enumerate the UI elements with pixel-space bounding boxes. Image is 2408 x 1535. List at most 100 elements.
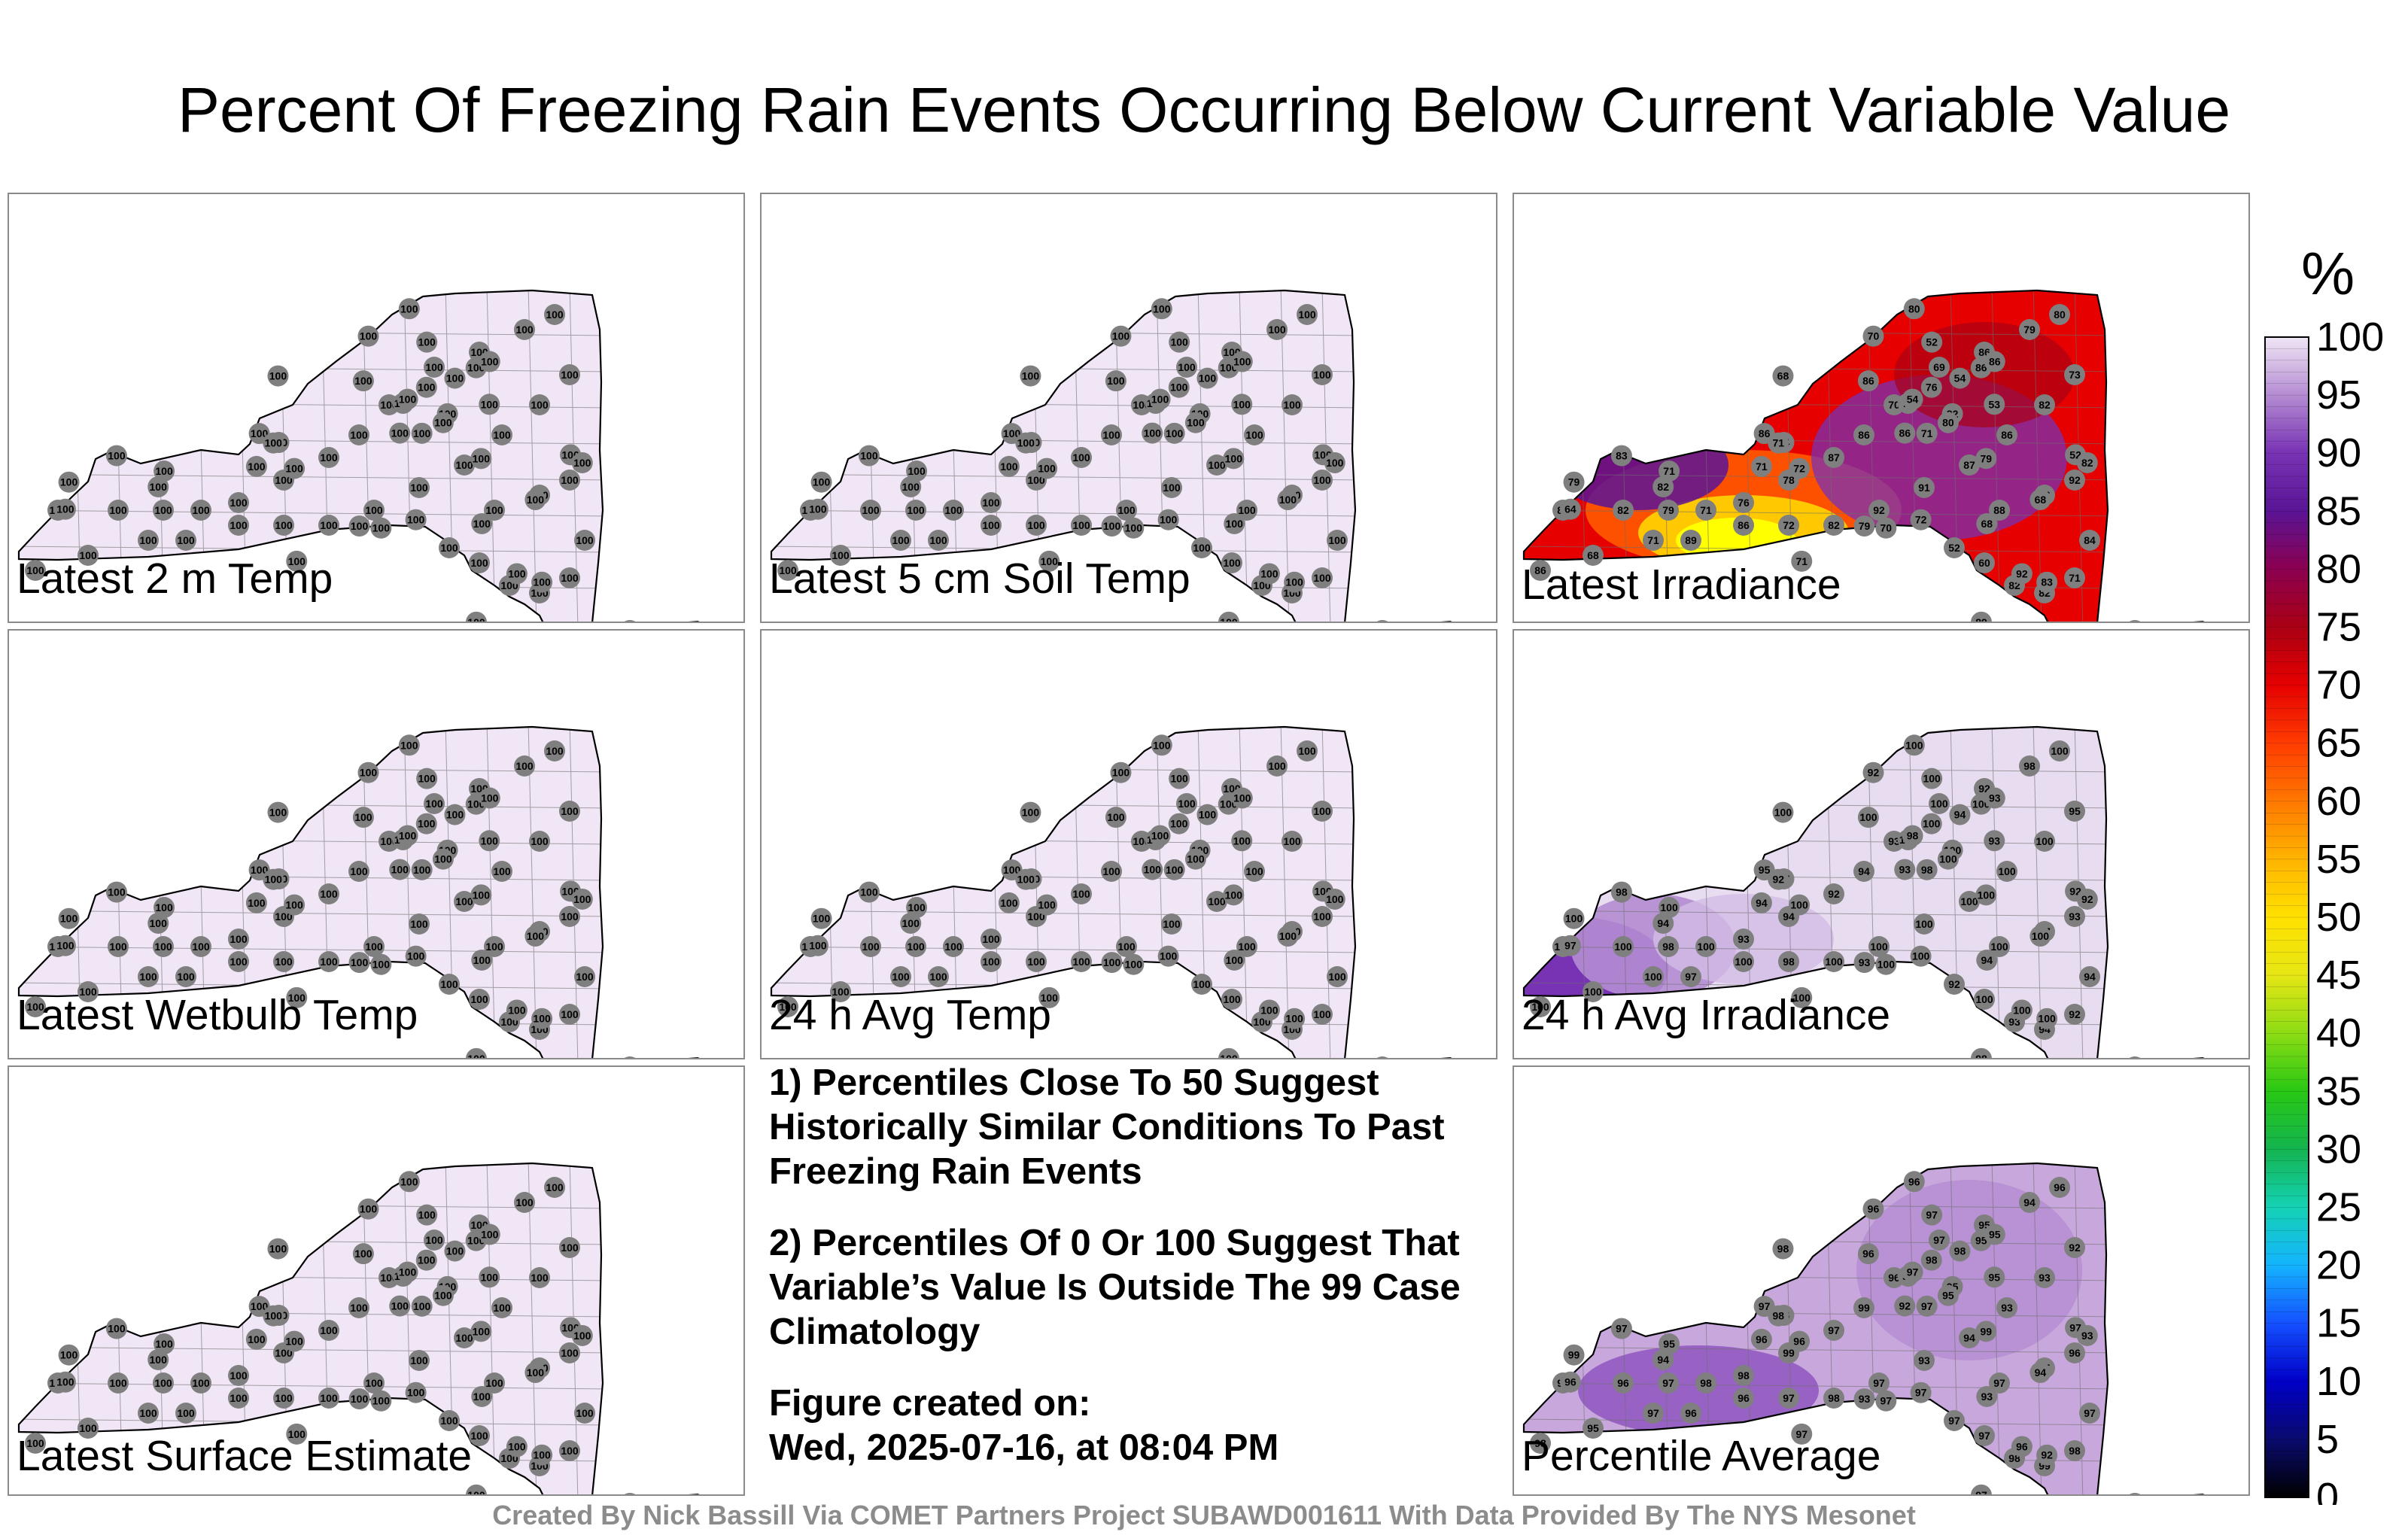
station-marker: 60 [1974,552,1995,573]
station-marker: 100 [544,740,565,761]
svg-text:100: 100 [320,451,338,464]
station-marker: 100 [411,422,433,444]
svg-text:100: 100 [1923,818,1941,830]
station-marker: 100 [190,1372,211,1394]
station-marker: 100 [1312,801,1333,822]
station-marker: 93 [1733,929,1754,950]
svg-text:100: 100 [410,918,428,930]
svg-text:100: 100 [1117,504,1136,516]
svg-text:100: 100 [269,1243,287,1255]
station-marker: 100 [397,825,418,847]
state-map: 100 100 100 100 100 100 100 100 100 100 100 100 100 1… [770,725,1452,1058]
station-marker: 100 [267,801,289,823]
svg-text:100: 100 [1233,834,1251,847]
svg-text:100: 100 [288,992,306,1004]
station-marker: 100 [860,936,881,957]
station-marker: 79 [1658,500,1679,521]
svg-text:100: 100 [473,954,491,966]
station-marker: 100 [1161,913,1182,935]
svg-text:100: 100 [455,895,473,907]
station-marker: 100 [415,813,437,834]
svg-text:94: 94 [1858,865,1870,877]
station-marker: 94 [1853,861,1874,882]
svg-text:100: 100 [320,519,338,531]
svg-text:97: 97 [1880,1395,1893,1407]
station-marker: 100 [284,457,306,479]
station-marker: 100 [424,793,445,814]
station-marker: 68 [1583,545,1604,566]
station-marker: 98 [2064,1440,2085,1461]
station-marker: 82 [1823,515,1844,536]
svg-text:100: 100 [354,1248,372,1260]
station-marker: 100 [409,913,430,935]
svg-text:100: 100 [150,917,168,929]
station-marker: 93 [2034,1267,2055,1288]
station-marker: 100 [1258,563,1280,585]
station-marker: 100 [1277,489,1299,511]
svg-text:100: 100 [154,1377,172,1389]
svg-text:100: 100 [26,564,44,576]
station-marker: 72 [1789,457,1811,479]
station-marker: 71 [1643,530,1664,551]
svg-text:100: 100 [1905,739,1923,751]
station-marker: 100 [228,492,249,513]
svg-text:96: 96 [1756,1333,1768,1345]
svg-text:92: 92 [1772,874,1784,886]
svg-text:100: 100 [455,1332,473,1344]
svg-text:100: 100 [288,1428,306,1440]
svg-text:54: 54 [1907,394,1919,406]
svg-text:100: 100 [350,429,368,441]
station-marker: 100 [506,1436,528,1457]
station-marker: 100 [432,412,454,433]
station-marker: 100 [471,1385,493,1407]
station-marker: 100 [284,1330,306,1352]
station-marker: 100 [1312,470,1333,491]
svg-text:100: 100 [1208,459,1226,471]
svg-text:98: 98 [1777,1243,1789,1255]
svg-text:100: 100 [470,557,488,569]
svg-text:97: 97 [1828,1324,1840,1336]
colorbar-tick: 35 [2316,1068,2361,1114]
station-marker: 100 [318,447,339,468]
station-marker: 100 [943,500,964,521]
svg-text:89: 89 [1975,616,1987,623]
svg-text:100: 100 [251,1300,269,1312]
svg-text:100: 100 [351,956,369,968]
svg-text:100: 100 [418,773,436,785]
station-marker: 100 [514,755,535,777]
station-marker: 71 [1750,455,1772,477]
svg-text:93: 93 [1859,956,1871,968]
svg-text:100: 100 [407,950,425,962]
svg-text:100: 100 [508,1440,526,1452]
svg-text:86: 86 [1759,427,1771,439]
svg-text:100: 100 [902,917,920,929]
station-marker: 100 [444,1240,466,1262]
svg-text:100: 100 [1072,956,1090,968]
station-marker: 100 [559,801,580,822]
station-marker: 100 [624,620,636,622]
state-map: 100 100 100 100 100 100 100 100 100 100 100 100 100 1… [17,725,700,1058]
station-marker: 97 [1929,1230,1950,1251]
svg-text:94: 94 [1657,917,1669,929]
colorbar: 100 95 90 85 80 75 70 65 60 55 50 45 40 35 30 25 20 15 10 5… [2262,226,2405,1520]
svg-text:100: 100 [533,576,551,588]
station-marker: 100 [471,949,493,971]
svg-text:78: 78 [1783,474,1795,486]
station-marker: 100 [108,1372,129,1394]
station-marker: 100 [318,515,339,536]
station-marker: 100 [54,1371,76,1393]
colorbar-tick: 55 [2316,837,2361,882]
svg-text:100: 100 [2036,835,2054,847]
station-marker: 100 [405,945,427,967]
svg-text:98: 98 [1926,1254,1938,1266]
station-marker: 100 [1789,894,1811,916]
station-marker: 100 [411,1295,433,1317]
station-marker: 100 [138,530,159,551]
colorbar-tick: 15 [2316,1301,2361,1346]
station-marker: 86 [1996,424,2017,445]
station-marker: 100 [1920,813,1942,834]
svg-text:100: 100 [230,519,248,531]
station-marker: 68 [1772,365,1794,387]
station-marker: 100 [1157,509,1179,530]
svg-text:93: 93 [1989,792,2001,804]
